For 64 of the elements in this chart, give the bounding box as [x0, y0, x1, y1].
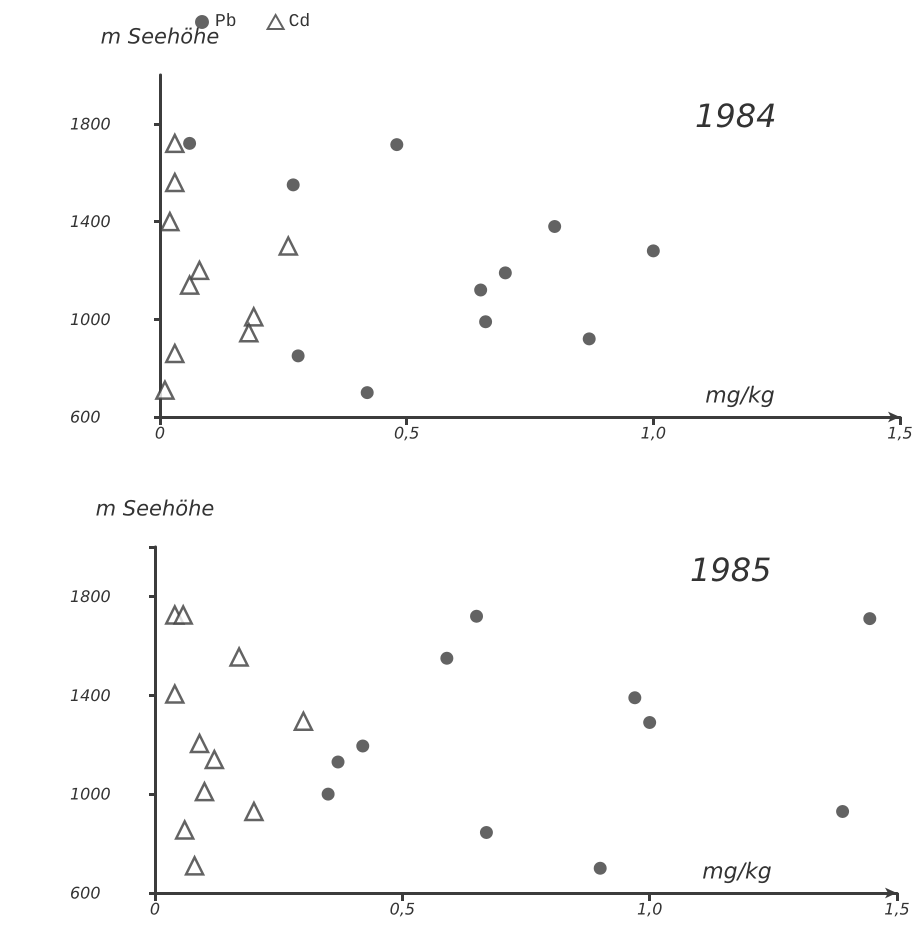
text: 1984: [695, 97, 776, 135]
x-tick-label: 0,5: [394, 424, 420, 442]
x-tick-label: 1,0: [640, 424, 666, 442]
x-tick-label: 0: [150, 900, 160, 918]
x-axis-title: mg/kg: [705, 384, 775, 408]
point: [244, 307, 264, 327]
point: [474, 283, 488, 296]
point: [286, 178, 300, 192]
x-axis-title: mg/kg: [702, 860, 772, 884]
y-tick-label: 1000: [70, 784, 111, 804]
x-tick-label: 0: [154, 424, 166, 442]
chart-title: 1985: [690, 551, 772, 589]
x-tick-label: 1,0: [636, 900, 662, 918]
point: [836, 804, 850, 818]
x-tick-label: 1,5: [884, 900, 910, 918]
point: [180, 275, 200, 295]
point: [244, 802, 264, 822]
point: [440, 652, 454, 665]
point: [165, 344, 185, 364]
point: [183, 136, 196, 150]
point: [292, 349, 305, 362]
point: [470, 610, 484, 623]
y-tick-label: 600: [70, 884, 101, 902]
point: [294, 711, 314, 731]
point: [643, 716, 656, 729]
y-tick-label: 1000: [70, 310, 111, 329]
point: [160, 212, 180, 232]
point: [190, 734, 210, 754]
point: [548, 220, 562, 233]
y-tick-label: 1800: [70, 586, 111, 606]
point: [165, 684, 185, 704]
y-tick-label: 1800: [70, 114, 111, 134]
point: [190, 260, 210, 280]
x-tick-label: 1,5: [887, 424, 913, 442]
point: [229, 647, 249, 667]
point: [479, 315, 492, 328]
x-tick-label: 0,5: [390, 900, 416, 918]
point: [173, 605, 193, 625]
point: [594, 862, 607, 875]
point: [239, 322, 259, 342]
y-tick-label: 1400: [70, 686, 111, 705]
point: [480, 826, 493, 839]
point: [174, 820, 194, 840]
point: [278, 236, 298, 256]
point: [194, 782, 214, 802]
point: [322, 788, 335, 801]
y-tick-label: 1400: [70, 212, 111, 232]
legend-label: Cd: [288, 12, 310, 32]
point: [332, 756, 345, 769]
y-axis-title: m Seehöhe: [96, 496, 214, 520]
y-tick-label: 600: [70, 408, 101, 426]
point: [165, 172, 185, 192]
point: [863, 612, 876, 626]
point: [498, 266, 512, 280]
point: [646, 244, 660, 258]
point: [184, 856, 204, 876]
point: [356, 739, 370, 752]
point: [360, 386, 374, 400]
point: [390, 138, 404, 152]
point: [165, 134, 185, 154]
point: [628, 691, 642, 704]
point: [155, 380, 175, 400]
point: [204, 750, 224, 770]
point: [582, 332, 596, 346]
